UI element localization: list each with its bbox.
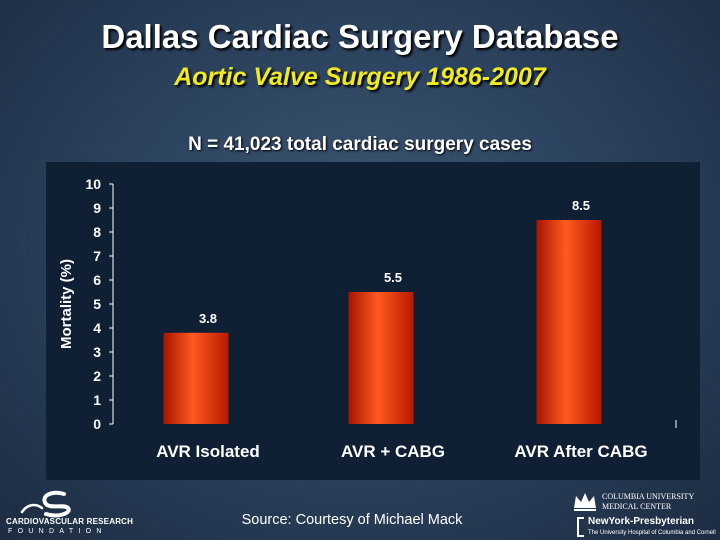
columbia-crown-icon — [574, 493, 596, 511]
bar-data-label: 8.5 — [572, 198, 590, 213]
x-category-label: AVR + CABG — [341, 442, 445, 461]
crf-name-line1: CARDIOVASCULAR RESEARCH — [6, 517, 134, 526]
slide-subtitle: Aortic Valve Surgery 1986-2007 — [174, 63, 546, 91]
bar-data-label: 3.8 — [199, 311, 217, 326]
y-axis-title: Mortality (%) — [58, 259, 75, 349]
y-tick-label: 9 — [93, 200, 101, 216]
nyp-name: NewYork-Presbyterian — [588, 516, 694, 527]
y-tick-label: 3 — [93, 344, 101, 360]
sample-size-note: N = 41,023 total cardiac surgery cases — [188, 134, 532, 155]
columbia-name-line2: MEDICAL CENTER — [602, 502, 672, 511]
bar-data-label: 5.5 — [384, 270, 402, 285]
y-tick-label: 10 — [85, 176, 101, 192]
crf-name-line2: FOUNDATION — [8, 528, 107, 535]
y-tick-label: 2 — [93, 368, 101, 384]
y-tick-label: 1 — [93, 392, 101, 408]
x-category-label: AVR Isolated — [156, 442, 260, 461]
y-tick-label: 0 — [93, 416, 101, 432]
y-tick-label: 4 — [93, 320, 101, 336]
slide-title: Dallas Cardiac Surgery Database — [101, 18, 619, 55]
chart-panel: 0 1 2 3 4 5 6 7 8 9 10 Mortality (%) 3.8 AVR Isolate… — [46, 162, 700, 480]
columbia-name-line1: COLUMBIA UNIVERSITY — [602, 492, 695, 501]
y-tick-label: 7 — [93, 248, 101, 264]
y-tick-label: 5 — [93, 296, 101, 312]
y-tick-label: 6 — [93, 272, 101, 288]
source-caption: Source: Courtesy of Michael Mack — [241, 512, 463, 528]
bar — [163, 332, 229, 424]
mortality-bar-chart: 0 1 2 3 4 5 6 7 8 9 10 Mortality (%) 3.8 AVR Isolate… — [58, 176, 677, 461]
nyp-bracket-icon — [577, 517, 584, 537]
y-tick-label: 8 — [93, 224, 101, 240]
nyp-subtitle: The University Hospital of Columbia and … — [588, 530, 716, 536]
crf-logo-icon — [20, 490, 71, 518]
bar — [536, 220, 602, 424]
bar — [348, 292, 414, 424]
x-category-label: AVR After CABG — [514, 442, 647, 461]
